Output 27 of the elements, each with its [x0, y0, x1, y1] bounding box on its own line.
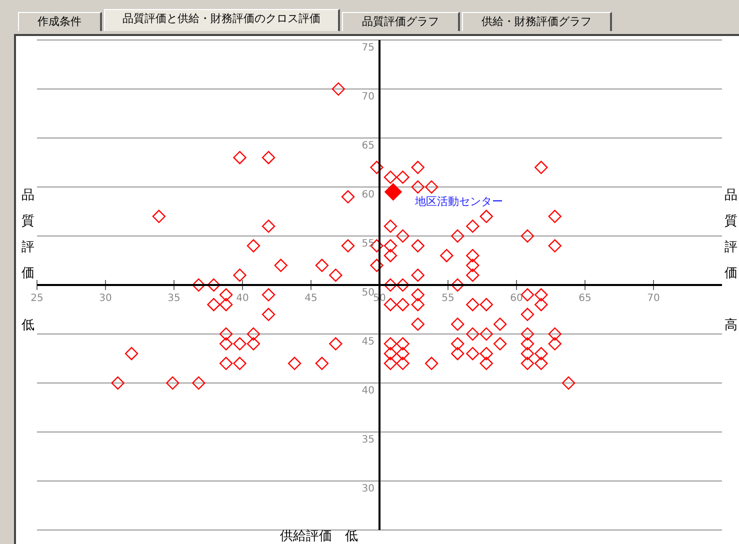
x-tick-label: 30	[99, 293, 112, 304]
x-tick-label: 55	[442, 293, 454, 304]
y-tick-label: 65	[362, 140, 374, 152]
x-tick-label: 70	[647, 293, 660, 304]
text: 低	[20, 317, 36, 334]
tab: 供給・財務評価グラフ	[462, 12, 612, 31]
y-tick-label: 35	[362, 434, 374, 446]
x-tick-label: 40	[236, 293, 249, 304]
x-tick-label: 65	[578, 293, 592, 304]
y-tick-label: 70	[362, 92, 374, 102]
text: 高	[724, 317, 738, 334]
y-tick-label: 30	[362, 484, 374, 494]
y-tick-label: 60	[362, 190, 374, 200]
tab: 品質評価グラフ	[342, 12, 460, 31]
text: 品質評価	[724, 187, 738, 283]
y-tick-label: 40	[362, 386, 374, 396]
x-tick-label: 60	[510, 293, 523, 304]
tab: 作成条件	[18, 12, 102, 31]
y-axis-title: 品質評価	[20, 187, 36, 283]
y-tick-label: 75	[362, 42, 374, 54]
x-tick-label: 45	[304, 293, 318, 304]
tab: 品質評価と供給・財務評価のクロス評価	[104, 9, 340, 31]
series-label: 地区活動センター	[414, 194, 504, 208]
annotation: 供給評価 低	[280, 528, 358, 544]
x-tick-label: 25	[30, 293, 44, 304]
y-tick-label: 45	[362, 336, 374, 348]
x-tick-label: 35	[168, 293, 180, 304]
